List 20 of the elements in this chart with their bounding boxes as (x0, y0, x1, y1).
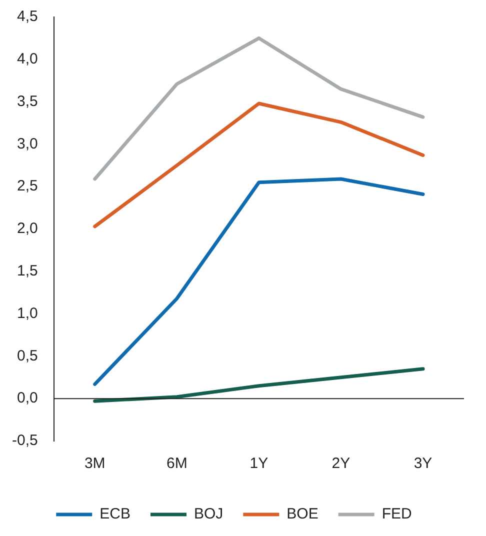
y-tick-label: 4,0 (16, 50, 38, 68)
y-tick-label: 3,0 (16, 135, 38, 152)
x-tick-label: 6M (166, 455, 188, 472)
legend-label: BOJ (194, 506, 224, 523)
y-tick-label: 2,0 (16, 220, 38, 238)
x-tick-label: 1Y (250, 455, 268, 472)
legend-label: BOE (286, 506, 318, 523)
y-tick-label: -0,5 (12, 432, 38, 450)
y-tick-label: 2,5 (16, 178, 38, 195)
legend-label: FED (382, 506, 412, 523)
y-tick-label: 0,5 (16, 347, 38, 364)
legend-label: ECB (100, 506, 130, 523)
y-tick-label: 1,5 (16, 262, 38, 280)
x-tick-label: 3Y (414, 455, 432, 472)
y-tick-label: 4,5 (16, 8, 38, 26)
y-tick-label: 0,0 (16, 390, 38, 407)
y-tick-label: 3,5 (16, 92, 38, 110)
y-tick-label: 1,0 (16, 304, 38, 322)
x-tick-label: 3M (84, 455, 106, 472)
x-tick-label: 2Y (332, 455, 350, 472)
